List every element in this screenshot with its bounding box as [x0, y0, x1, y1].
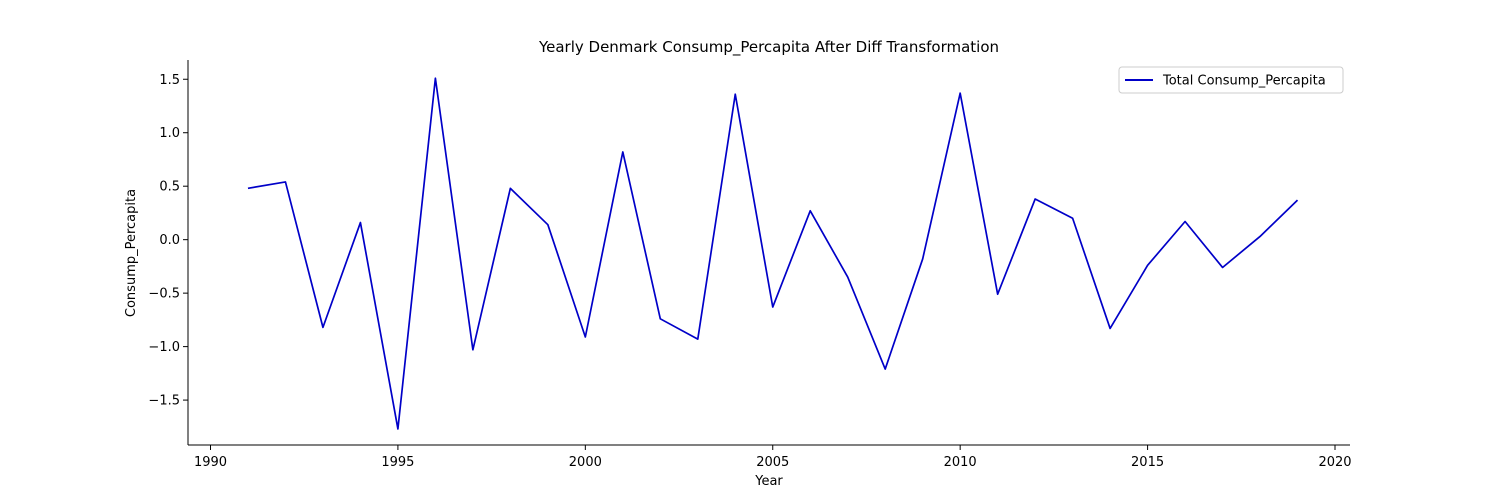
legend-label-total-consump-percapita: Total Consump_Percapita [1162, 74, 1326, 89]
axes [187, 60, 1350, 446]
y-tick-label: −1.0 [148, 340, 180, 355]
y-axis-label: Consump_Percapita [124, 189, 139, 317]
y-tick-label: −1.5 [148, 394, 180, 409]
series-group [247, 77, 1299, 430]
x-tick-label: 2010 [944, 455, 977, 470]
legend: Total Consump_Percapita [1118, 66, 1344, 94]
y-tick-label: 1.5 [159, 73, 180, 88]
legend-box [1118, 66, 1344, 94]
x-axis-ticks: 1990 1995 2000 2005 2010 2015 2020 [194, 445, 1352, 470]
x-tick-label: 2000 [569, 455, 602, 470]
chart-title: Yearly Denmark Consump_Percapita After D… [538, 38, 999, 57]
y-tick-label: −0.5 [148, 287, 180, 302]
x-tick-label: 1990 [194, 455, 227, 470]
y-tick-label: 1.0 [159, 126, 180, 141]
x-tick-label: 2015 [1131, 455, 1164, 470]
x-tick-label: 2020 [1318, 455, 1351, 470]
y-axis-ticks: −1.5 −1.0 −0.5 0.0 0.5 1.0 1.5 [148, 73, 188, 409]
x-tick-label: 2005 [756, 455, 789, 470]
x-tick-label: 1995 [381, 455, 414, 470]
x-axis-label: Year [754, 474, 783, 489]
y-tick-label: 0.5 [159, 180, 180, 195]
series-line-total-consump-percapita [247, 77, 1299, 430]
y-tick-label: 0.0 [159, 233, 180, 248]
